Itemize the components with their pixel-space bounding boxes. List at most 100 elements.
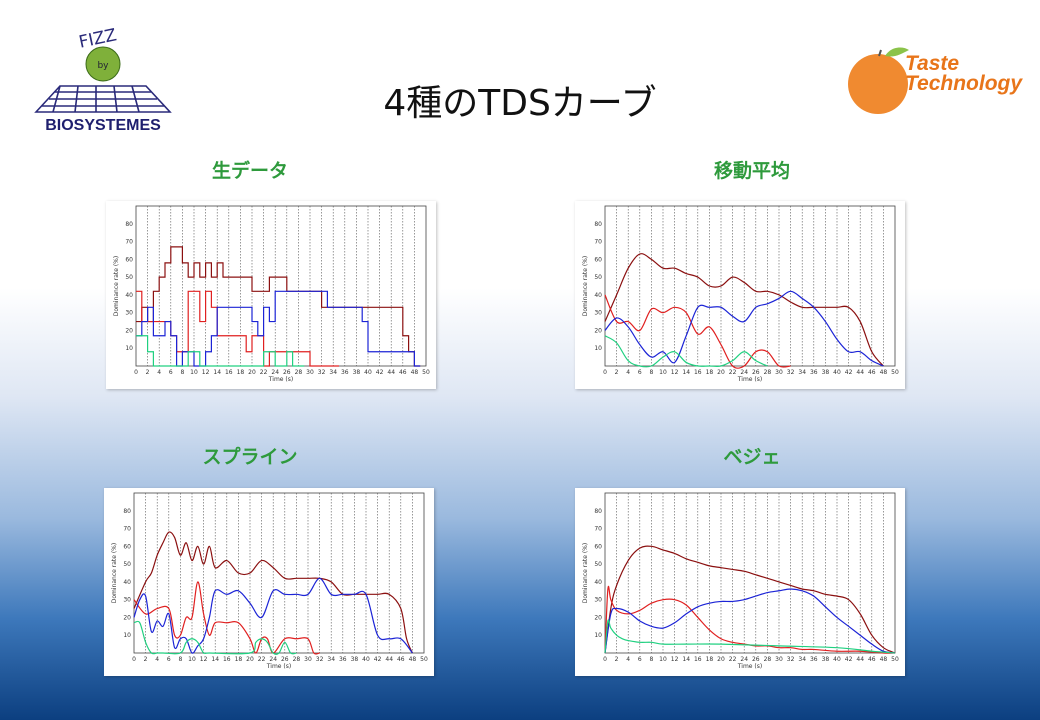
x-tick-label: 22 (729, 369, 737, 376)
y-axis-label: Dominance rate (%) (582, 256, 589, 316)
x-tick-label: 8 (178, 656, 182, 663)
x-tick-label: 48 (880, 369, 888, 376)
x-tick-label: 24 (269, 656, 277, 663)
series-line-1 (604, 585, 896, 654)
plot-frame (604, 205, 896, 367)
x-tick-label: 44 (385, 656, 393, 663)
y-tick-label: 50 (594, 274, 602, 281)
x-tick-label: 34 (327, 656, 335, 663)
x-tick-label: 40 (362, 656, 370, 663)
x-tick-label: 42 (374, 656, 382, 663)
x-tick-label: 12 (671, 656, 679, 663)
x-tick-label: 4 (155, 656, 159, 663)
x-tick-label: 30 (306, 369, 314, 376)
x-tick-label: 36 (341, 369, 349, 376)
x-tick-label: 4 (157, 369, 161, 376)
y-tick-label: 20 (123, 614, 131, 621)
x-tick-label: 38 (351, 656, 359, 663)
y-tick-label: 70 (125, 239, 133, 246)
x-tick-label: 30 (304, 656, 312, 663)
x-tick-label: 20 (717, 369, 725, 376)
plot-frame (135, 205, 427, 367)
logo-taste-text: Taste (905, 52, 960, 75)
x-tick-label: 50 (422, 369, 430, 376)
x-tick-label: 14 (682, 656, 690, 663)
x-tick-label: 34 (798, 369, 806, 376)
y-tick-label: 30 (123, 597, 131, 604)
x-tick-label: 22 (258, 656, 266, 663)
series-line-2 (133, 577, 413, 654)
y-axis-label: Dominance rate (%) (111, 543, 118, 603)
y-tick-label: 70 (594, 239, 602, 246)
x-tick-label: 10 (188, 656, 196, 663)
chart-moving-average-svg: 0 2 4 6 8 10 12 14 16 18 20 22 24 26 28 30 32 34 36 38 40 42 4… (582, 205, 899, 383)
x-tick-label: 6 (167, 656, 171, 663)
x-tick-label: 24 (271, 369, 279, 376)
x-tick-label: 14 (211, 656, 219, 663)
x-tick-label: 32 (787, 369, 795, 376)
x-tick-label: 2 (615, 369, 619, 376)
y-tick-label: 60 (123, 543, 131, 550)
slide-title: 4種のTDSカーブ (383, 83, 657, 124)
chart-raw: 0 2 4 6 8 10 12 14 16 18 20 22 24 26 28 30 32 34 36 38 40 42 4… (106, 201, 436, 389)
panel-heading-bezier: ベジェ (723, 446, 781, 468)
series-line-2 (604, 290, 884, 367)
x-tick-label: 12 (671, 369, 679, 376)
x-tick-label: 16 (225, 369, 233, 376)
y-tick-label: 70 (594, 526, 602, 533)
x-tick-label: 24 (740, 369, 748, 376)
chart-bezier-svg: 0 2 4 6 8 10 12 14 16 18 20 22 24 26 28 30 32 34 36 38 40 42 4… (582, 492, 899, 670)
x-tick-label: 26 (283, 369, 291, 376)
x-tick-label: 34 (798, 656, 806, 663)
x-tick-label: 10 (190, 369, 198, 376)
x-tick-label: 10 (659, 656, 667, 663)
series-line-3 (604, 619, 896, 654)
series-line-3 (136, 335, 305, 367)
panel-heading-spline: スプライン (202, 446, 298, 468)
x-tick-label: 12 (202, 369, 210, 376)
x-tick-label: 14 (213, 369, 221, 376)
y-tick-label: 10 (125, 345, 133, 352)
series-line-2 (604, 588, 896, 654)
taste-technology-logo: Taste Technology (845, 42, 1022, 122)
x-tick-label: 44 (856, 656, 864, 663)
x-tick-label: 20 (248, 369, 256, 376)
x-tick-label: 46 (868, 369, 876, 376)
x-tick-label: 8 (180, 369, 184, 376)
x-tick-label: 42 (845, 656, 853, 663)
panel-heading-moving-average: 移動平均 (713, 160, 790, 182)
fizz-by-biosystemes-logo: FIZZ by BIOSYSTEMES (34, 25, 172, 134)
x-tick-label: 28 (293, 656, 301, 663)
series-line-1 (133, 581, 320, 655)
x-tick-label: 4 (626, 369, 630, 376)
x-tick-label: 20 (246, 656, 254, 663)
series-line-1 (604, 294, 791, 369)
x-tick-label: 38 (822, 656, 830, 663)
x-tick-label: 6 (638, 369, 642, 376)
chart-bezier: 0 2 4 6 8 10 12 14 16 18 20 22 24 26 28 30 32 34 36 38 40 42 4… (575, 488, 905, 676)
x-tick-label: 0 (603, 369, 607, 376)
x-tick-label: 8 (649, 656, 653, 663)
x-tick-label: 42 (845, 369, 853, 376)
y-axis-label: Dominance rate (%) (582, 543, 589, 603)
series-line-2 (136, 290, 421, 367)
y-axis-label: Dominance rate (%) (113, 256, 120, 316)
x-tick-label: 44 (856, 369, 864, 376)
y-tick-label: 50 (594, 561, 602, 568)
chart-spline-svg: 0 2 4 6 8 10 12 14 16 18 20 22 24 26 28 30 32 34 36 38 40 42 4… (111, 492, 428, 670)
x-tick-label: 2 (144, 656, 148, 663)
x-tick-label: 50 (891, 656, 899, 663)
y-tick-label: 50 (125, 274, 133, 281)
x-tick-label: 30 (775, 369, 783, 376)
x-tick-label: 20 (717, 656, 725, 663)
y-tick-label: 80 (594, 221, 602, 228)
y-tick-label: 40 (594, 292, 602, 299)
series-line-0 (604, 545, 896, 654)
x-tick-label: 0 (603, 656, 607, 663)
x-tick-label: 36 (810, 656, 818, 663)
x-axis-label: Time (s) (268, 376, 293, 383)
x-tick-label: 6 (638, 656, 642, 663)
x-tick-label: 0 (132, 656, 136, 663)
x-tick-label: 14 (682, 369, 690, 376)
x-tick-label: 46 (397, 656, 405, 663)
